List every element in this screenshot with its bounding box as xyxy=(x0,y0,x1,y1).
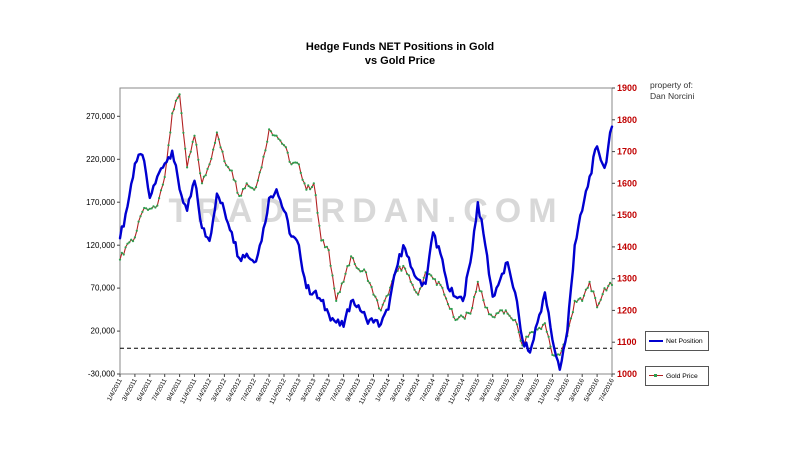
property-credit: property of: Dan Norcini xyxy=(650,80,694,102)
right-axis-tick-label: 1400 xyxy=(617,242,637,252)
right-axis: 1000 1100 1200 1300 1400 1500 1600 1700 1800 1900 xyxy=(612,83,637,379)
right-axis-tick-label: 1800 xyxy=(617,115,637,125)
chart-title-line2: vs Gold Price xyxy=(364,55,436,67)
x-axis: 1/4/20113/4/20115/4/20117/4/20119/4/2011… xyxy=(106,374,616,406)
right-axis-tick-label: 1200 xyxy=(617,305,637,315)
net-position-line-sample xyxy=(649,338,663,344)
left-axis-tick-label: 70,000 xyxy=(91,284,116,293)
plot-area-border xyxy=(119,87,613,375)
legend-net-position-label: Net Position xyxy=(666,337,703,345)
legend-net-position: Net Position xyxy=(645,331,709,351)
gold-price-line xyxy=(118,93,614,357)
right-axis-tick-label: 1300 xyxy=(617,274,637,284)
left-axis-tick-label: 20,000 xyxy=(91,327,116,336)
property-label: property of: xyxy=(650,80,693,90)
legend-gold-price: Gold Price xyxy=(645,366,709,386)
left-axis-tick-label: 170,000 xyxy=(86,198,115,207)
left-axis-tick-label: 220,000 xyxy=(86,155,115,164)
property-name: Dan Norcini xyxy=(650,91,695,101)
right-axis-tick-label: 1000 xyxy=(617,369,637,379)
right-axis-tick-label: 1900 xyxy=(617,83,637,93)
right-axis-tick-label: 1500 xyxy=(617,210,637,220)
watermark-text: TRADERDAN.COM xyxy=(168,192,564,230)
chart-title: Hedge Funds NET Positions in Gold vs Gol… xyxy=(0,40,800,68)
left-axis-tick-label: 120,000 xyxy=(86,241,115,250)
left-axis: -30,000 20,000 70,000 120,000 170,000 220,000… xyxy=(86,112,120,379)
legend-gold-price-label: Gold Price xyxy=(666,372,698,380)
left-axis-tick-label: 270,000 xyxy=(86,112,115,121)
right-axis-tick-label: 1600 xyxy=(617,178,637,188)
right-axis-tick-label: 1700 xyxy=(617,147,637,157)
gold-price-line-sample xyxy=(649,373,663,379)
right-axis-tick-label: 1100 xyxy=(617,337,637,347)
chart-title-line1: Hedge Funds NET Positions in Gold xyxy=(305,41,495,53)
net-position-line xyxy=(118,125,614,371)
left-axis-tick-label: -30,000 xyxy=(88,370,116,379)
